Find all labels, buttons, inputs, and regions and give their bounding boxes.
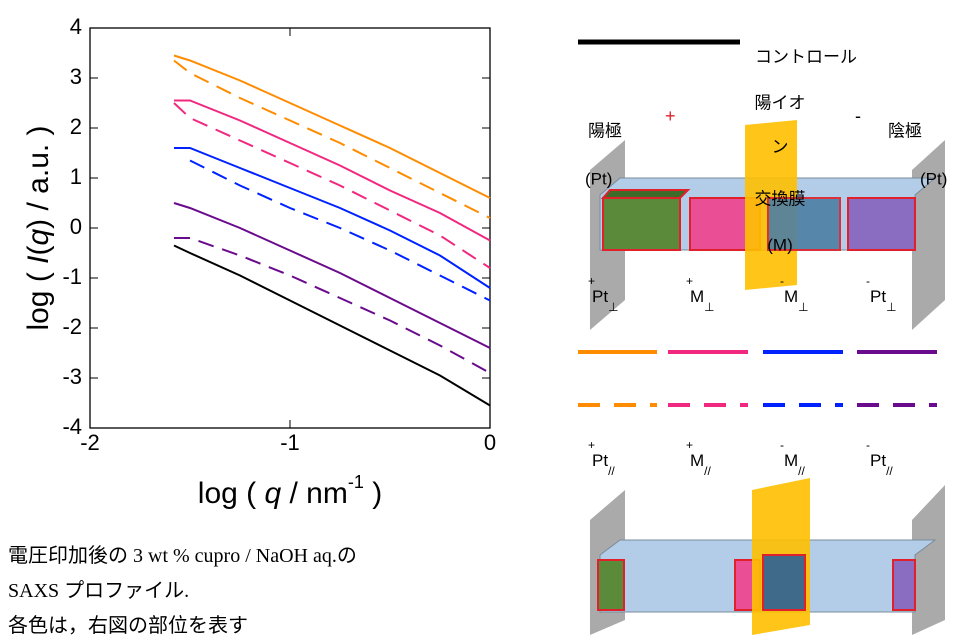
- label-base: M: [784, 287, 798, 306]
- position-sign: +: [686, 274, 693, 288]
- label-sub: ⊥: [798, 300, 808, 314]
- position-sign: +: [588, 438, 595, 452]
- y-tick-label: -2: [62, 314, 82, 339]
- block: [603, 190, 688, 198]
- y-axis-label: log ( I(q) / a.u. ): [22, 125, 55, 330]
- label-base: M: [784, 451, 798, 470]
- block: [763, 555, 805, 610]
- label-sub: //: [704, 464, 711, 478]
- label-part: log (: [22, 264, 55, 331]
- caption-line: 各色は，右図の部位を表す: [8, 614, 248, 635]
- position-label: Pt⊥: [870, 287, 897, 314]
- y-tick-label: 3: [70, 64, 82, 89]
- position-sign: -: [866, 438, 870, 452]
- y-tick-label: -3: [62, 364, 82, 389]
- block: [848, 198, 915, 250]
- label-base: Pt: [870, 287, 886, 306]
- label-sub: ⊥: [886, 300, 896, 314]
- membrane-label: ン: [772, 137, 789, 156]
- position-sign: -: [866, 274, 870, 288]
- label-part: log (: [198, 477, 265, 510]
- membrane-label: 交換膜: [755, 189, 806, 208]
- position-sign: +: [588, 274, 595, 288]
- anode-label: (Pt): [585, 169, 612, 188]
- label-base: Pt: [592, 451, 608, 470]
- label-part: q: [22, 229, 55, 246]
- label-base: Pt: [870, 451, 886, 470]
- label-part: (: [22, 246, 55, 256]
- label-sub: ⊥: [704, 300, 714, 314]
- x-tick-label: -1: [280, 430, 300, 455]
- position-label: Pt//: [592, 451, 615, 478]
- label-sub: //: [798, 464, 805, 478]
- label-sub: //: [608, 464, 615, 478]
- block: [893, 560, 915, 610]
- block: [603, 198, 680, 250]
- label-part: / nm: [281, 477, 348, 510]
- anode-label: 陽極: [588, 121, 622, 140]
- series-line: [174, 61, 490, 219]
- cathode-label: 陰極: [888, 121, 922, 140]
- position-label: M//: [784, 451, 806, 478]
- position-label: Pt//: [870, 451, 893, 478]
- y-tick-label: 1: [70, 164, 82, 189]
- label-base: Pt: [592, 287, 608, 306]
- position-sign: -: [780, 438, 784, 452]
- y-tick-label: 4: [70, 14, 82, 39]
- x-tick-label: -2: [80, 430, 100, 455]
- block: [598, 560, 624, 610]
- membrane-label: 陽イオ: [755, 93, 806, 112]
- label-part: I: [22, 256, 55, 264]
- y-tick-label: -4: [62, 414, 82, 439]
- y-tick-label: 0: [70, 214, 82, 239]
- membrane-label: (M): [767, 235, 792, 254]
- electrode: [912, 485, 945, 635]
- cathode-label: (Pt): [920, 169, 947, 188]
- label-part: q: [264, 477, 281, 510]
- label-part: -1: [348, 472, 364, 492]
- position-label: M⊥: [784, 287, 809, 314]
- position-sign: +: [686, 438, 693, 452]
- label-sub: ⊥: [608, 300, 618, 314]
- page: log ( I(q) / a.u. ) log ( q / nm-1 ) 電圧印…: [0, 0, 954, 635]
- diagram: コントロール 陽極 (Pt) 陰極 (Pt) + - 陽イオ ン 交換膜 (M): [578, 42, 947, 635]
- control-label: コントロール: [755, 47, 857, 66]
- position-label: M⊥: [690, 287, 715, 314]
- label-sub: //: [886, 464, 893, 478]
- caption-line: SAXS プロファイル.: [8, 580, 189, 602]
- plus-sign: +: [665, 106, 676, 126]
- x-axis-label: log ( q / nm-1 ): [198, 472, 382, 510]
- plot-frame: [90, 28, 490, 428]
- label-base: M: [690, 287, 704, 306]
- minus-sign: -: [855, 106, 861, 126]
- label-base: M: [690, 451, 704, 470]
- caption-line: 電圧印加後の 3 wt % cupro / NaOH aq.の: [8, 544, 357, 567]
- y-tick-label: -1: [62, 264, 82, 289]
- figure: log ( I(q) / a.u. ) log ( q / nm-1 ) 電圧印…: [0, 0, 954, 635]
- label-part: ): [364, 477, 382, 510]
- y-tick-label: 2: [70, 114, 82, 139]
- x-tick-label: 0: [484, 430, 496, 455]
- position-sign: -: [780, 274, 784, 288]
- series-line: [190, 161, 490, 301]
- label-part: ) / a.u. ): [22, 125, 55, 228]
- series-line: [174, 103, 490, 268]
- position-label: M//: [690, 451, 712, 478]
